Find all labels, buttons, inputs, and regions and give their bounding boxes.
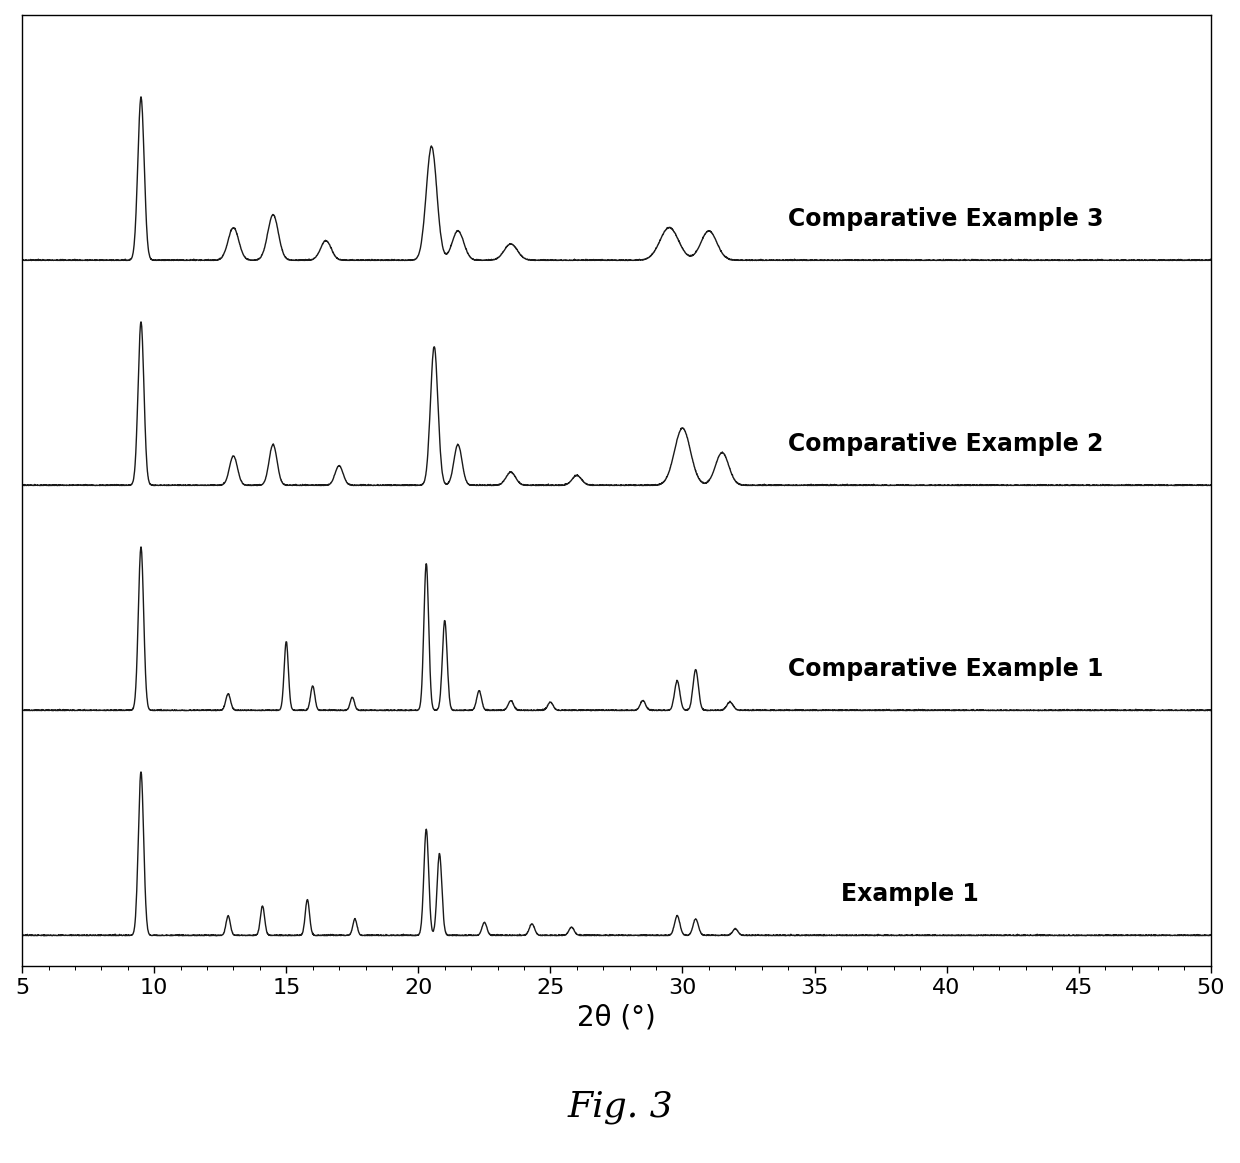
- Text: Comparative Example 1: Comparative Example 1: [789, 657, 1104, 682]
- Text: Example 1: Example 1: [841, 883, 978, 906]
- Text: Fig. 3: Fig. 3: [567, 1090, 673, 1123]
- Text: Comparative Example 2: Comparative Example 2: [789, 433, 1104, 456]
- X-axis label: 2θ (°): 2θ (°): [577, 1004, 656, 1032]
- Text: Comparative Example 3: Comparative Example 3: [789, 207, 1104, 231]
